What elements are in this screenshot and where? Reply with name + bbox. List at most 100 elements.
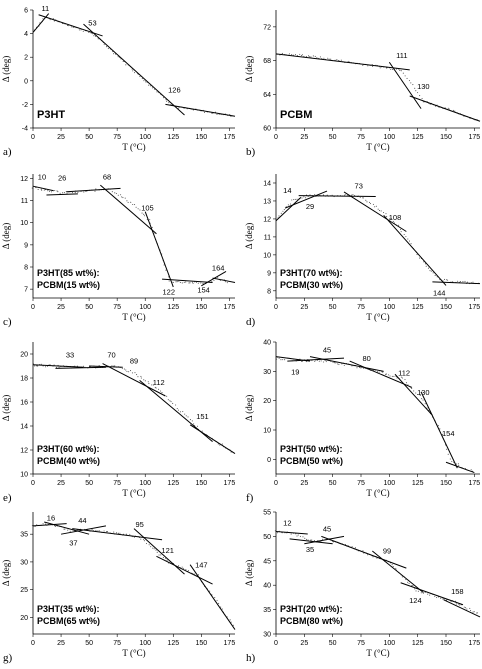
data-point xyxy=(362,64,364,66)
x-tick-label: 100 xyxy=(139,480,151,487)
x-tick-label: 100 xyxy=(383,134,395,141)
transition-temperature-label: 112 xyxy=(398,369,410,378)
data-point xyxy=(197,282,199,284)
data-point xyxy=(341,363,343,365)
chart-panel: 0 25 50 75 100 125 150 175 -4 -2 0 2 4 6 Δ (deg) T (°C)… xyxy=(1,4,235,158)
data-point xyxy=(69,530,71,532)
data-point xyxy=(340,59,342,61)
fit-line xyxy=(309,356,384,372)
data-point xyxy=(216,113,218,115)
data-point xyxy=(447,279,449,281)
data-point xyxy=(160,390,162,392)
x-tick-label: 25 xyxy=(57,134,65,141)
data-point xyxy=(379,67,381,69)
sample-label: PCBM xyxy=(280,109,312,121)
data-point xyxy=(459,604,461,606)
data-point xyxy=(122,60,124,62)
transition-temperature-label: 108 xyxy=(389,213,402,222)
data-point xyxy=(106,531,108,533)
data-point xyxy=(372,369,375,371)
data-point xyxy=(396,377,398,379)
fit-line xyxy=(304,535,345,545)
y-tick-label: 25 xyxy=(20,587,28,594)
data-point xyxy=(427,593,429,595)
data-point xyxy=(476,612,479,614)
data-point xyxy=(289,203,292,205)
transition-temperature-label: 99 xyxy=(383,546,391,555)
sample-label: PCBM(65 wt%) xyxy=(37,616,100,626)
data-point xyxy=(176,408,178,410)
data-point xyxy=(385,213,387,215)
data-point xyxy=(311,539,313,541)
data-point xyxy=(393,375,395,377)
data-point xyxy=(338,364,340,366)
data-point xyxy=(94,35,97,37)
x-tick-label: 50 xyxy=(85,134,93,141)
y-tick-label: 55 xyxy=(263,510,271,517)
data-point xyxy=(59,192,61,194)
y-axis-label: Δ (deg) xyxy=(1,223,11,250)
y-tick-label: 11 xyxy=(264,234,271,241)
data-point xyxy=(140,538,142,540)
data-point xyxy=(390,218,393,220)
transition-temperature-label: 122 xyxy=(163,288,176,297)
data-point xyxy=(151,226,153,228)
x-tick-label: 0 xyxy=(274,304,278,311)
data-point xyxy=(432,272,434,274)
data-point xyxy=(408,80,411,82)
data-point xyxy=(421,398,423,400)
data-point xyxy=(125,64,127,66)
data-point xyxy=(408,582,410,584)
data-point xyxy=(105,531,108,533)
data-point xyxy=(129,370,132,372)
data-point xyxy=(280,212,282,214)
data-point xyxy=(226,282,228,284)
y-tick-label: 10 xyxy=(20,220,28,227)
y-tick-label: 0 xyxy=(267,457,271,464)
x-tick-label: 25 xyxy=(300,304,308,311)
data-point xyxy=(105,46,108,48)
data-point xyxy=(121,367,123,370)
data-point xyxy=(32,363,35,365)
transition-temperature-label: 130 xyxy=(417,82,430,91)
data-point xyxy=(414,87,416,89)
fit-line xyxy=(394,373,433,416)
data-point xyxy=(301,197,303,199)
y-tick-label: 35 xyxy=(20,532,28,539)
data-point xyxy=(400,231,402,233)
panel-letter: g) xyxy=(3,652,13,664)
data-point xyxy=(185,415,187,417)
data-point xyxy=(158,388,160,390)
data-point xyxy=(117,56,119,58)
x-tick-label: 75 xyxy=(357,640,365,647)
fit-line xyxy=(83,23,185,116)
data-point xyxy=(405,578,407,581)
data-point xyxy=(318,360,320,362)
x-tick-label: 100 xyxy=(139,134,151,141)
data-point xyxy=(457,463,459,465)
data-point xyxy=(408,240,411,242)
data-point xyxy=(294,198,296,201)
x-tick-label: 175 xyxy=(468,640,480,647)
x-tick-label: 25 xyxy=(57,480,65,487)
data-point xyxy=(462,281,464,283)
transition-temperature-label: 144 xyxy=(433,288,446,297)
data-point xyxy=(278,215,280,217)
data-point xyxy=(127,201,129,203)
data-point xyxy=(360,367,362,369)
panel-letter: d) xyxy=(246,316,256,328)
data-point xyxy=(392,68,394,70)
data-point xyxy=(121,196,123,198)
data-point xyxy=(217,443,219,445)
data-point xyxy=(176,281,178,283)
data-point xyxy=(419,95,421,97)
data-point xyxy=(141,78,143,80)
x-tick-label: 125 xyxy=(167,134,179,141)
data-point xyxy=(422,592,424,594)
data-point xyxy=(434,105,437,107)
data-point xyxy=(306,538,308,541)
data-point xyxy=(142,538,144,540)
data-point xyxy=(323,57,325,59)
data-point xyxy=(419,394,421,397)
data-point xyxy=(319,56,321,58)
